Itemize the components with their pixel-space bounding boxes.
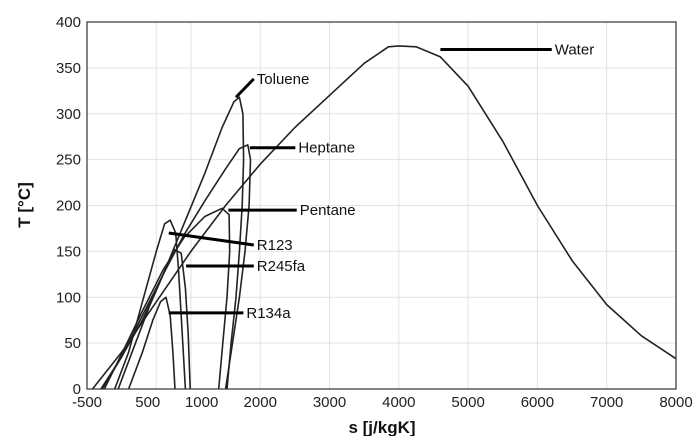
plot-frame bbox=[86, 21, 677, 390]
curves bbox=[91, 45, 677, 390]
series-r123-curve bbox=[113, 219, 187, 390]
series-water-curve bbox=[91, 45, 677, 390]
y-axis-title: T [°C] bbox=[15, 182, 34, 228]
y-tick-label: 300 bbox=[56, 106, 81, 123]
series-heptane-label: Heptane bbox=[298, 140, 355, 157]
y-tick-label: 400 bbox=[56, 14, 81, 31]
series-labels: Water Toluene Heptane Pentane R123 R245fa R134… bbox=[246, 42, 594, 322]
y-tick-label: 150 bbox=[56, 243, 81, 260]
series-r245fa-label: R245fa bbox=[257, 258, 306, 275]
x-tick-label: 500 bbox=[135, 394, 160, 411]
leader-lines bbox=[168, 48, 552, 315]
y-tick-label: 0 bbox=[73, 381, 81, 398]
x-tick-label: 6000 bbox=[521, 394, 554, 411]
series-r134a-label: R134a bbox=[246, 305, 291, 322]
series-r123-leader bbox=[168, 231, 254, 247]
y-tick-label: 350 bbox=[56, 60, 81, 77]
tick-labels: -500 500 1000 2000 3000 4000 5000 6000 7000 8000 0… bbox=[56, 14, 693, 411]
series-r134a-curve bbox=[127, 296, 176, 390]
series-r123-label: R123 bbox=[257, 237, 293, 254]
series-toluene-label: Toluene bbox=[257, 71, 310, 88]
y-tick-label: 100 bbox=[56, 289, 81, 306]
x-axis-title: s [j/kgK] bbox=[348, 418, 415, 436]
series-pentane-curve bbox=[103, 207, 231, 390]
series-heptane-curve bbox=[101, 144, 252, 390]
series-water-label: Water bbox=[555, 42, 594, 59]
x-tick-label: 1000 bbox=[185, 394, 218, 411]
y-tick-label: 250 bbox=[56, 152, 81, 169]
x-tick-label: 4000 bbox=[382, 394, 415, 411]
x-tick-label: -500 bbox=[72, 394, 102, 411]
grid bbox=[86, 21, 677, 390]
x-tick-label: 5000 bbox=[451, 394, 484, 411]
series-toluene-leader bbox=[234, 77, 255, 99]
series-r245fa-curve bbox=[117, 248, 191, 390]
x-tick-label: 7000 bbox=[590, 394, 623, 411]
x-tick-label: 2000 bbox=[244, 394, 277, 411]
series-pentane-label: Pentane bbox=[300, 202, 356, 219]
x-tick-label: 8000 bbox=[659, 394, 692, 411]
y-tick-label: 50 bbox=[64, 335, 81, 352]
y-tick-label: 200 bbox=[56, 198, 81, 215]
x-tick-label: 3000 bbox=[313, 394, 346, 411]
